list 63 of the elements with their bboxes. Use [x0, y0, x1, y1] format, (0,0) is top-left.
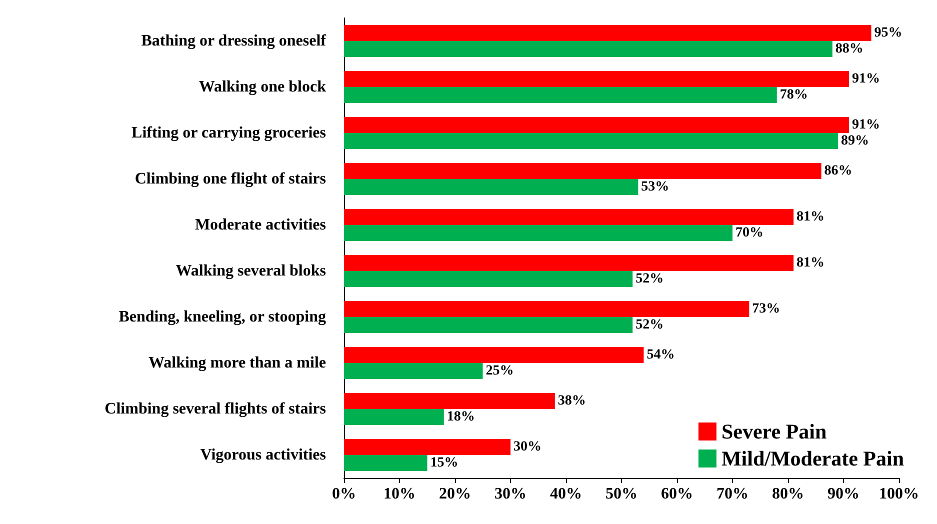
x-tick-label: 50%: [606, 486, 638, 502]
bar: [344, 225, 732, 241]
y-tick-label: Climbing several flights of stairs: [104, 400, 326, 418]
y-tick-label: Climbing one flight of stairs: [134, 170, 326, 188]
x-tick-label: 80%: [772, 486, 804, 502]
x-tick-label: 100%: [879, 486, 919, 502]
y-tick-label: Moderate activities: [194, 216, 326, 234]
x-tick-label: 90%: [828, 486, 860, 502]
data-label: 70%: [736, 226, 764, 240]
bar: [344, 255, 794, 271]
data-label: 86%: [824, 164, 852, 178]
data-label: 89%: [840, 134, 869, 148]
legend-label: Mild/Moderate Pain: [721, 446, 904, 470]
bar: [344, 409, 444, 425]
bar: [344, 133, 838, 149]
data-label: 81%: [796, 210, 825, 224]
y-tick-label: Walking one block: [198, 78, 326, 96]
y-tick-label: Lifting or carrying groceries: [132, 124, 326, 142]
y-tick-label: Vigorous activities: [200, 446, 326, 464]
data-label: 38%: [558, 394, 586, 408]
bar: [344, 455, 428, 471]
y-tick-label: Bending, kneeling, or stooping: [118, 308, 326, 326]
x-tick-label: 70%: [716, 486, 748, 502]
data-label: 15%: [430, 456, 458, 470]
x-tick-label: 30%: [494, 486, 526, 502]
y-tick-label: Walking more than a mile: [148, 354, 326, 372]
x-tick-label: 40%: [550, 486, 582, 502]
bar: [344, 271, 633, 287]
bar: [344, 41, 832, 57]
data-label: 25%: [486, 364, 514, 378]
bar: [344, 163, 822, 179]
data-label: 88%: [835, 42, 864, 56]
data-label: 73%: [752, 302, 780, 316]
bar: [344, 209, 794, 225]
data-label: 91%: [852, 118, 880, 132]
data-label: 91%: [852, 72, 880, 86]
data-label: 52%: [636, 272, 664, 286]
bar: [344, 179, 638, 195]
bar: [344, 439, 510, 455]
data-label: 53%: [641, 180, 670, 194]
bar: [344, 301, 750, 317]
data-label: 54%: [646, 348, 675, 362]
data-label: 30%: [514, 440, 542, 454]
data-label: 52%: [636, 318, 664, 332]
bar: [344, 393, 555, 409]
y-tick-label: Walking several bloks: [176, 262, 326, 280]
data-label: 81%: [796, 256, 825, 270]
x-tick-label: 10%: [384, 486, 416, 502]
bar: [344, 117, 850, 133]
bar: [344, 317, 633, 333]
bar: [344, 71, 850, 87]
bar: [344, 25, 872, 41]
legend-label: Severe Pain: [721, 420, 827, 444]
x-tick-label: 60%: [661, 486, 693, 502]
x-tick-label: 0%: [332, 486, 356, 502]
bar: [344, 87, 777, 103]
bar: [344, 347, 644, 363]
bar: [344, 363, 483, 379]
data-label: 18%: [446, 410, 475, 424]
data-label: 95%: [874, 26, 902, 40]
x-tick-label: 20%: [439, 486, 471, 502]
data-label: 78%: [780, 88, 808, 102]
y-tick-label: Bathing or dressing oneself: [141, 32, 327, 50]
